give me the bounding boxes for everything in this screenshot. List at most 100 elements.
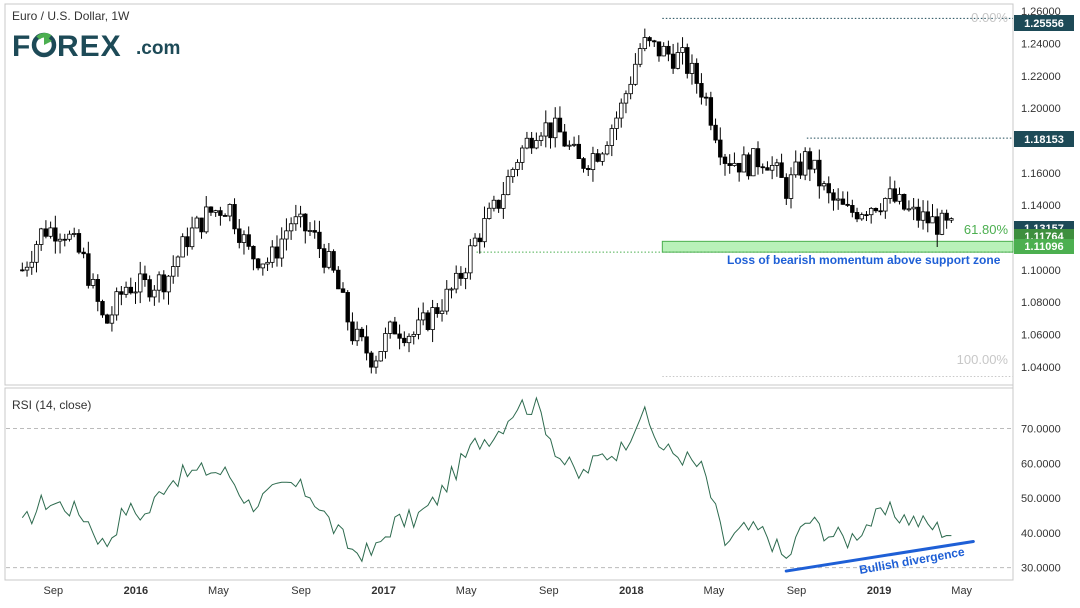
time-tick-label: May — [704, 585, 725, 597]
forex-logo: F REX .com — [12, 30, 180, 63]
candle-body — [321, 248, 327, 268]
candle-body — [765, 167, 770, 171]
candle-body — [373, 360, 379, 368]
candle-body — [369, 352, 374, 368]
candle-body — [694, 62, 699, 84]
price-tick-label: 1.16000 — [1021, 168, 1061, 180]
candle-body — [189, 227, 195, 248]
candle-body — [491, 199, 497, 209]
candle-body — [680, 47, 685, 53]
candle-body — [156, 274, 162, 291]
candle-body — [57, 238, 63, 242]
candle-body — [859, 214, 864, 220]
candle-body — [166, 275, 171, 293]
candle-body — [43, 228, 49, 237]
candle-body — [20, 269, 25, 272]
candle-body — [788, 174, 794, 199]
candle-body — [656, 41, 662, 57]
candle-body — [147, 279, 152, 298]
candle-body — [906, 208, 912, 211]
rsi-line — [21, 396, 952, 563]
candle-body — [152, 289, 157, 298]
candle-body — [340, 288, 346, 293]
svg-text:1.18153: 1.18153 — [1024, 134, 1064, 146]
candle-body — [331, 251, 336, 271]
candle-body — [232, 204, 237, 230]
candle-body — [406, 335, 412, 344]
candle-body — [515, 161, 520, 170]
svg-text:.com: .com — [136, 38, 180, 59]
time-tick-label: May — [951, 585, 972, 597]
candle-body — [109, 314, 115, 324]
candle-body — [798, 161, 803, 176]
fib-100-label: 100.00% — [957, 352, 1009, 367]
divergence-line — [784, 539, 975, 573]
candle-body — [840, 198, 846, 205]
candle-body — [453, 272, 459, 290]
time-tick-label: Sep — [44, 585, 64, 597]
candle-body — [901, 193, 907, 210]
candle-body — [817, 159, 822, 187]
candle-body — [510, 169, 515, 178]
candle-body — [142, 273, 148, 281]
candle-body — [557, 117, 563, 133]
candle-body — [171, 266, 176, 277]
candle-body — [444, 288, 449, 312]
candle-body — [86, 253, 91, 286]
candle-body — [458, 272, 464, 279]
candle-body — [727, 163, 732, 166]
candle-body — [524, 137, 530, 149]
support-annotation: Loss of bearish momentum above support z… — [727, 253, 1001, 267]
candle-body — [628, 83, 633, 95]
candle-body — [534, 140, 539, 149]
candle-body — [383, 333, 388, 352]
candle-body — [48, 227, 53, 237]
candle-body — [595, 153, 600, 162]
rsi-title: RSI (14, close) — [12, 398, 91, 412]
candle-body — [609, 128, 615, 146]
candle-body — [425, 312, 431, 330]
candle-body — [637, 48, 643, 65]
time-tick-label: 2017 — [371, 585, 395, 597]
time-tick-label: 2016 — [124, 585, 148, 597]
candle-body — [345, 292, 350, 323]
candle-body — [939, 212, 945, 235]
candle-body — [105, 314, 110, 324]
candle-body — [652, 40, 657, 43]
candle-body — [90, 279, 96, 286]
candle-body — [62, 238, 67, 241]
price-tick-label: 1.06000 — [1021, 330, 1061, 342]
time-tick-label: May — [208, 585, 229, 597]
price-tick-label: 1.14000 — [1021, 200, 1061, 212]
price-tick-label: 1.22000 — [1021, 71, 1061, 83]
candle-body — [199, 217, 204, 233]
candle-body — [53, 227, 58, 242]
candle-body — [784, 177, 789, 199]
candle-body — [312, 230, 317, 233]
candle-body — [746, 154, 751, 177]
svg-text:REX: REX — [57, 30, 122, 63]
candle-body — [138, 273, 143, 293]
candle-body — [689, 62, 695, 74]
candle-body — [392, 321, 398, 335]
candle-body — [185, 236, 190, 248]
candle-body — [274, 246, 280, 259]
candle-body — [911, 206, 916, 210]
candle-body — [303, 213, 308, 232]
candle-body — [505, 176, 511, 196]
price-tick-label: 1.08000 — [1021, 297, 1061, 309]
candle-body — [279, 238, 284, 259]
candle-body — [213, 210, 218, 213]
candle-body — [755, 148, 761, 168]
candle-body — [835, 198, 841, 201]
candle-body — [562, 131, 567, 147]
candle-body — [883, 198, 888, 212]
candle-body — [826, 183, 831, 194]
candle-body — [175, 256, 181, 267]
candle-body — [251, 245, 256, 260]
candle-body — [736, 162, 742, 173]
candle-body — [538, 135, 544, 141]
candle-body — [161, 274, 166, 293]
candle-body — [916, 206, 921, 221]
candle-body — [420, 312, 426, 321]
